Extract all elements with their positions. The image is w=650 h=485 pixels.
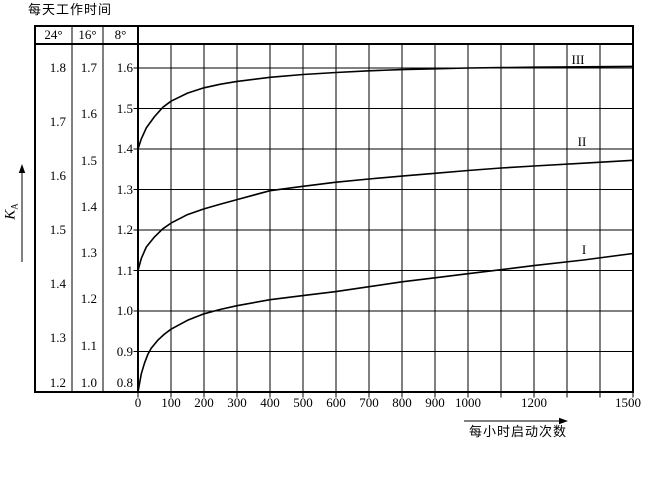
x-tick-label: 0 <box>134 395 142 410</box>
x-tick-label: 400 <box>260 395 280 410</box>
scale-header-8h: 8° <box>114 27 127 42</box>
scale-8h-tick: 0.8 <box>116 375 133 390</box>
x-tick-label: 900 <box>425 395 445 410</box>
scale-24h-tick: 1.2 <box>49 375 66 390</box>
arrow-head <box>559 417 568 425</box>
curve-I <box>137 252 634 393</box>
chart-title: 每天工作时间 <box>28 2 113 17</box>
y-axis-label-main: K <box>2 209 19 220</box>
scale-8h-tick: 1.6 <box>116 60 133 75</box>
x-tick-label: 100 <box>161 395 181 410</box>
scale-16h-tick: 1.7 <box>80 60 97 75</box>
curve-label-I: I <box>581 242 587 257</box>
scale-8h-tick: 1.0 <box>116 303 133 318</box>
arrow-head <box>18 164 26 173</box>
scale-16h-tick: 1.4 <box>80 198 97 214</box>
scale-8h-tick: 1.4 <box>116 141 133 156</box>
scale-16h-tick: 1.3 <box>80 245 97 261</box>
scale-16h-tick: 1.1 <box>80 337 97 353</box>
scale-header-16h: 16° <box>78 27 97 42</box>
y-axis-title: KA <box>3 192 20 232</box>
scale-16h-tick: 1.0 <box>80 375 97 390</box>
x-tick-label: 1000 <box>455 395 481 410</box>
scale-24h-tick: 1.8 <box>49 60 66 75</box>
x-tick-label: 300 <box>227 395 247 410</box>
x-tick-label: 1500 <box>615 395 641 410</box>
scale-16h-tick: 1.2 <box>80 291 97 307</box>
scale-16h-tick: 1.6 <box>80 106 97 122</box>
curve-label-III: III <box>571 52 585 67</box>
curve-III <box>137 65 634 150</box>
scale-8h-tick: 1.1 <box>116 262 133 278</box>
curve-label-II: II <box>577 134 587 149</box>
scale-24h-tick: 1.7 <box>49 114 66 129</box>
scale-8h-tick: 1.2 <box>116 222 133 237</box>
x-axis-title: 每小时启动次数 <box>468 424 567 439</box>
table-border <box>34 25 634 393</box>
scale-8h-tick: 0.9 <box>116 343 133 359</box>
x-tick-label: 1200 <box>521 395 547 410</box>
scale-24h-tick: 1.6 <box>49 168 66 183</box>
scale-8h-tick: 1.5 <box>116 100 133 116</box>
scale-header-24h: 24° <box>44 27 63 42</box>
curve-II <box>137 159 634 271</box>
x-tick-label: 200 <box>194 395 214 410</box>
scale-8h-tick: 1.3 <box>116 181 133 197</box>
y-axis-label-sub: A <box>9 203 20 210</box>
x-tick-label: 500 <box>293 395 313 410</box>
scale-24h-tick: 1.4 <box>49 276 66 291</box>
x-tick-label: 600 <box>326 395 346 410</box>
scale-24h-tick: 1.3 <box>49 330 66 345</box>
x-tick-label: 700 <box>359 395 379 410</box>
scale-24h-tick: 1.5 <box>49 222 66 237</box>
scale-16h-tick: 1.5 <box>80 152 97 168</box>
x-tick-label: 800 <box>392 395 412 410</box>
